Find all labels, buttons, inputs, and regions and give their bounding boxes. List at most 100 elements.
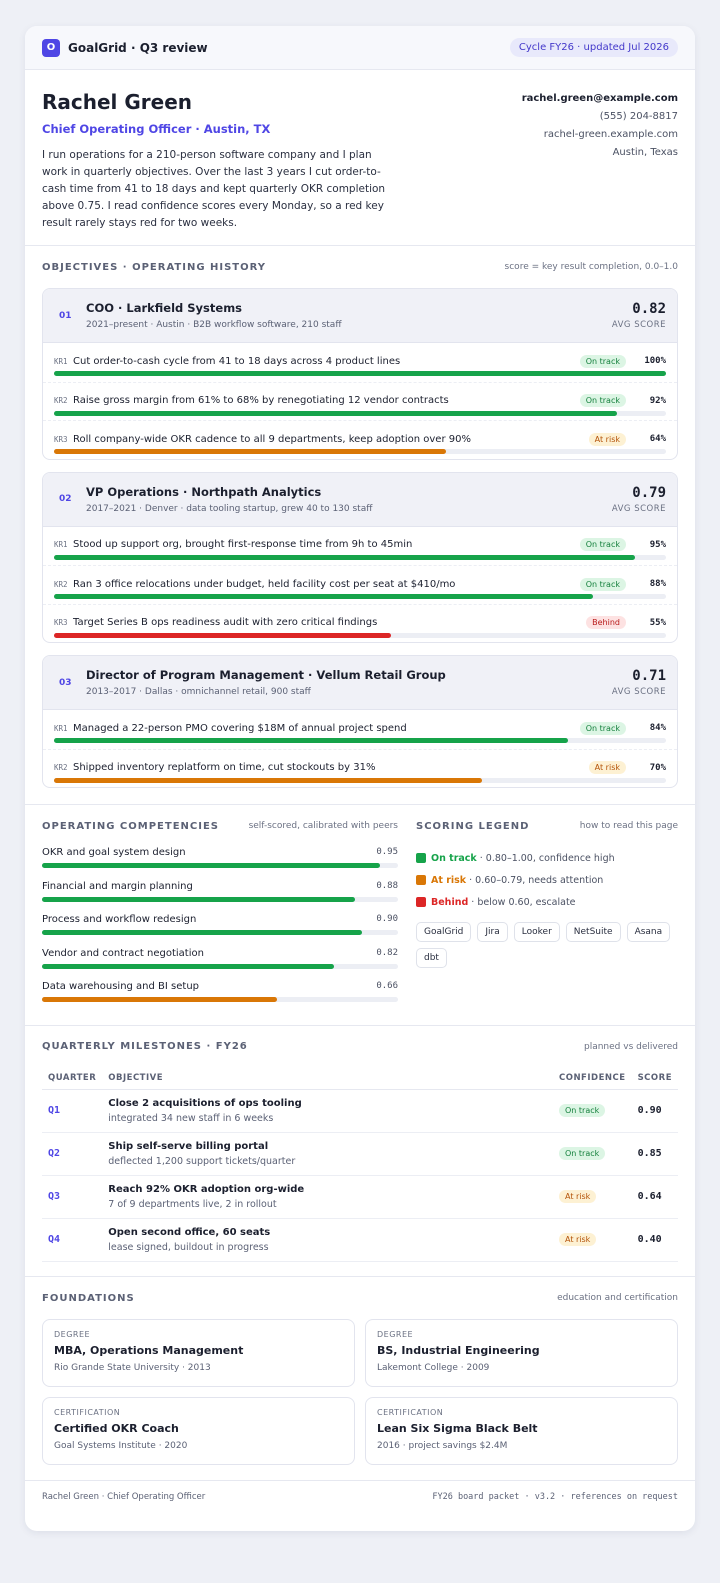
key-result-id: KR2 [54, 763, 68, 772]
legend-desc: · 0.80–1.00, confidence high [476, 852, 615, 864]
key-result-id: KR1 [54, 540, 68, 549]
key-result-row: KR1 Managed a 22-person PMO covering $18M… [43, 710, 677, 749]
job-meta: 2013–2017 · Dallas · omnichannel retail,… [86, 687, 311, 697]
milestones-table: QUARTER OBJECTIVE CONFIDENCE SCORE Q1 Clo… [42, 1067, 678, 1262]
foundation-kind: DEGREE [377, 1330, 414, 1339]
key-result-id: KR3 [54, 434, 68, 444]
job-title: VP Operations · Northpath Analytics [86, 484, 322, 499]
key-result-line: KR2 Ran 3 office relocations under budget… [54, 566, 666, 592]
status-badge: On track [579, 577, 626, 591]
status-badge: Behind [586, 616, 626, 629]
progress-track [42, 863, 398, 868]
key-result-line: KR3 Target Series B ops readiness audit w… [54, 605, 666, 631]
key-result-line: KR1 Stood up support org, brought first-r… [54, 527, 666, 553]
section-note: education and certification [557, 1293, 678, 1303]
competency-line: OKR and goal system design 0.95 [42, 847, 398, 858]
column-header: QUARTER [42, 1067, 103, 1090]
tool-tag: GoalGrid [416, 922, 472, 942]
progress-track [42, 963, 398, 969]
score-cell: 0.64 [631, 1175, 678, 1219]
section-title: FOUNDATIONS [42, 1292, 135, 1304]
key-result-line: KR1 Cut order-to-cash cycle from 41 to 18… [54, 343, 666, 369]
objective-cell: Open second office, 60 seats lease signed… [102, 1218, 553, 1262]
table-row: Q1 Close 2 acquisitions of ops tooling int… [42, 1089, 678, 1133]
key-result-line: KR2 Shipped inventory replatform on time,… [54, 750, 666, 776]
avg-score-value: 0.79 [632, 484, 666, 501]
key-result-row: KR3 Roll company-wide OKR cadence to all … [43, 420, 677, 459]
objective-cell: Reach 92% OKR adoption org-wide 7 of 9 de… [102, 1175, 553, 1219]
legend-desc: · below 0.60, escalate [468, 896, 576, 908]
legend-name: On track [431, 852, 477, 864]
score-cell: 0.85 [631, 1132, 678, 1176]
legend-name: At risk [431, 874, 467, 886]
confidence-cell: At risk [552, 1218, 632, 1262]
status-badge: On track [579, 394, 626, 407]
key-result-text: Roll company-wide OKR cadence to all 9 d… [73, 433, 471, 445]
job-info: COO · Larkfield Systems 2021–present · Au… [86, 301, 612, 330]
confidence-cell: On track [552, 1089, 632, 1133]
objectives-section: OBJECTIVES · OPERATING HISTORY score = k… [25, 246, 695, 805]
key-result-text: Shipped inventory replatform on time, cu… [73, 762, 376, 773]
column-header: SCORE [631, 1067, 678, 1090]
foundations-grid: DEGREE MBA, Operations Management Rio Gran… [42, 1319, 678, 1480]
foundation-kind: DEGREE [54, 1330, 91, 1339]
competency-item: OKR and goal system design 0.95 [42, 847, 398, 881]
progress-track [54, 554, 666, 560]
table-row: Q3 Reach 92% OKR adoption org-wide 7 of 9 … [42, 1175, 678, 1219]
avg-score-value: 0.82 [632, 301, 666, 317]
avg-score-label: AVG SCORE [611, 320, 666, 330]
status-swatch-icon [416, 875, 426, 885]
job-header: 01 COO · Larkfield Systems 2021–present · … [43, 289, 677, 343]
key-result-row: KR2 Ran 3 office relocations under budget… [43, 565, 677, 604]
top-bar: O GoalGrid · Q3 review Cycle FY26 · upda… [25, 26, 695, 70]
job-title: COO · Larkfield Systems [86, 301, 243, 315]
milestones-section: QUARTERLY MILESTONES · FY26 planned vs d… [25, 1026, 695, 1277]
score-cell: 0.40 [631, 1218, 678, 1262]
email-link[interactable]: rachel.green@example.com [521, 93, 678, 104]
key-result-text: Raise gross margin from 61% to 68% by re… [73, 395, 449, 406]
progress-fill [54, 554, 636, 560]
competency-item: Process and workflow redesign 0.90 [42, 914, 398, 948]
section-title: OPERATING COMPETENCIES [42, 820, 219, 832]
foundation-title: Lean Six Sigma Black Belt [377, 1422, 538, 1435]
foundation-card: DEGREE MBA, Operations Management Rio Gran… [42, 1319, 355, 1387]
progress-track [54, 777, 666, 783]
section-note: self-scored, calibrated with peers [248, 821, 398, 831]
progress-track [42, 930, 398, 935]
competency-label: Data warehousing and BI setup [42, 981, 200, 992]
progress-track [42, 896, 398, 902]
progress-fill [42, 963, 334, 969]
column-header: OBJECTIVE [102, 1067, 553, 1090]
avg-score-label: AVG SCORE [611, 503, 666, 514]
section-title: QUARTERLY MILESTONES · FY26 [42, 1041, 248, 1052]
legend-name: Behind [431, 896, 469, 908]
progress-track [54, 410, 666, 416]
footer: Rachel Green · Chief Operating Officer F… [25, 1481, 695, 1513]
score-value: 0.64 [637, 1191, 662, 1202]
objective-detail: 7 of 9 departments live, 2 in rollout [108, 1199, 277, 1210]
job-card: 02 VP Operations · Northpath Analytics 201… [42, 471, 678, 643]
key-result-row: KR2 Shipped inventory replatform on time,… [43, 748, 677, 788]
confidence-cell: At risk [552, 1175, 632, 1219]
competency-label: Process and workflow redesign [42, 914, 197, 925]
foundation-title: Certified OKR Coach [54, 1422, 179, 1435]
progress-fill [54, 594, 593, 599]
key-result-id: KR2 [54, 396, 68, 405]
job-score: 0.71 AVG SCORE [612, 668, 666, 697]
objective-title: Close 2 acquisitions of ops tooling [108, 1098, 302, 1109]
foundation-detail: 2016 · project savings $2.4M [377, 1441, 508, 1451]
document-card: O GoalGrid · Q3 review Cycle FY26 · upda… [25, 26, 695, 1531]
job-title: Director of Program Management · Vellum … [86, 668, 446, 682]
scoring-legend: SCORING LEGEND how to read this page On … [416, 805, 678, 1015]
profile-role: Chief Operating Officer · Austin, TX [42, 122, 271, 136]
status-badge: At risk [588, 432, 626, 446]
competency-value: 0.90 [376, 914, 398, 924]
foundation-card: CERTIFICATION Certified OKR Coach Goal Sys… [42, 1397, 355, 1465]
quarter-label: Q3 [48, 1191, 61, 1202]
progress-fill [54, 449, 446, 454]
website-link[interactable]: rachel-green.example.com [543, 129, 678, 140]
foundation-kind: CERTIFICATION [54, 1408, 121, 1417]
tool-tags: GoalGrid Jira Looker NetSuite Asana dbt [416, 922, 676, 968]
key-result-percent: 95% [649, 539, 666, 550]
key-result-percent: 88% [649, 579, 666, 589]
